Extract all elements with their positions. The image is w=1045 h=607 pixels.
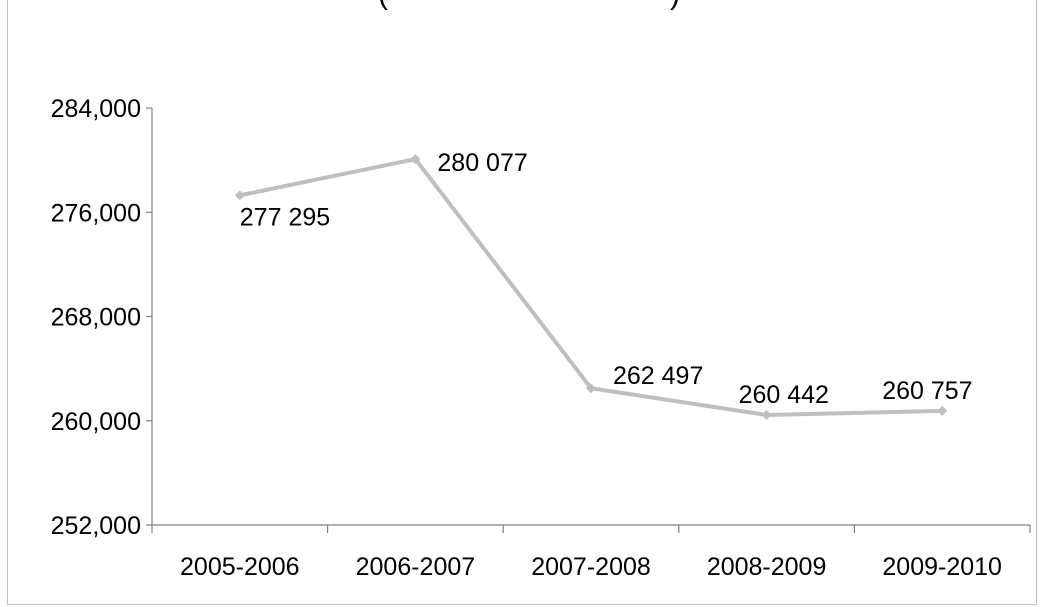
data-label: 280 077 [437,149,527,177]
y-tick-label: 276,000 [51,199,141,227]
data-labels: 277 295 280 077 262 497 260 442 260 757 [240,149,973,409]
chart-frame [7,0,1037,605]
x-tick-label: 2007-2008 [531,553,651,581]
x-tick-label: 2006-2007 [356,553,476,581]
data-point-marker [234,190,245,201]
y-axis: 252,000 260,000 268,000 276,000 284,000 [51,95,153,540]
data-point-marker [586,383,596,394]
title-open-paren: ( [378,0,388,12]
data-label: 260 442 [739,381,829,409]
y-tick-label: 260,000 [51,408,141,436]
title-area [370,0,700,8]
y-tick-label: 252,000 [51,512,141,540]
series-line-group [234,154,948,420]
data-label: 260 757 [882,377,972,405]
x-tick-label: 2009-2010 [882,553,1002,581]
y-tick-label: 284,000 [51,95,141,123]
x-axis: 2005-2006 2006-2007 2007-2008 2008-2009 2009… [151,524,1031,581]
y-tick-label: 268,000 [51,304,141,332]
data-label: 262 497 [613,362,703,390]
data-label: 277 295 [240,203,330,231]
x-tick-label: 2005-2006 [180,553,300,581]
title-close-paren: ) [670,0,680,12]
x-tick-label: 2008-2009 [707,553,827,581]
series-line [239,157,943,417]
data-point-marker [410,154,421,165]
data-point-marker [937,405,948,416]
data-point-marker [761,409,772,420]
